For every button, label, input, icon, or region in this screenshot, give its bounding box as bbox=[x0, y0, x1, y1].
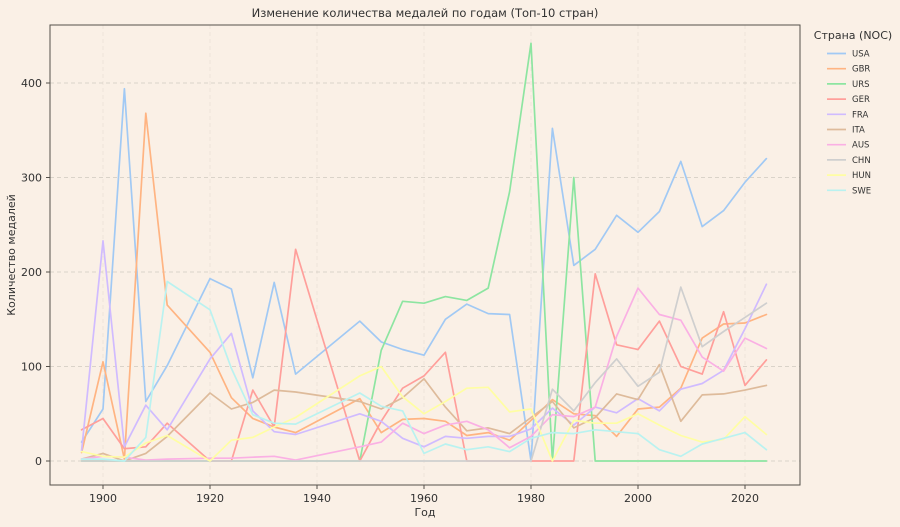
legend-layer: USA GBR URS GER FRA ITA AUS CHN HUN SWE bbox=[827, 50, 871, 196]
x-tick-label-1900: 1900 bbox=[89, 492, 117, 505]
legend-item-SWE: SWE bbox=[827, 186, 871, 196]
series-line-GER bbox=[80, 248, 768, 462]
y-tick-label-300: 300 bbox=[21, 172, 42, 185]
legend-label-ITA: ITA bbox=[852, 126, 865, 136]
ticks-layer: 1900 1920 1940 1960 1980 2000 2020 0 100 200 300 40… bbox=[21, 77, 759, 505]
series-line-CHN bbox=[80, 286, 768, 462]
legend-label-AUS: AUS bbox=[852, 141, 869, 151]
series-line-ITA bbox=[80, 363, 768, 462]
legend-item-CHN: CHN bbox=[827, 156, 871, 166]
x-axis-label: Год bbox=[414, 506, 435, 519]
y-tick-label-0: 0 bbox=[35, 455, 42, 468]
series-line-AUS bbox=[80, 287, 768, 461]
legend-item-HUN: HUN bbox=[827, 171, 871, 181]
series-layer bbox=[80, 42, 768, 462]
grid-layer bbox=[50, 25, 800, 485]
legend-label-USA: USA bbox=[852, 50, 870, 60]
x-tick-label-1980: 1980 bbox=[517, 492, 545, 505]
legend-item-GBR: GBR bbox=[827, 65, 870, 75]
legend-label-URS: URS bbox=[852, 80, 870, 90]
x-tick-label-2000: 2000 bbox=[624, 492, 652, 505]
legend-label-SWE: SWE bbox=[852, 186, 871, 196]
legend-item-FRA: FRA bbox=[827, 110, 868, 120]
legend-item-URS: URS bbox=[827, 80, 870, 90]
legend-item-USA: USA bbox=[827, 50, 870, 60]
x-tick-label-1920: 1920 bbox=[196, 492, 224, 505]
legend-label-GER: GER bbox=[852, 95, 870, 105]
series-line-USA bbox=[80, 87, 768, 462]
legend-label-FRA: FRA bbox=[852, 110, 868, 120]
legend-item-GER: GER bbox=[827, 95, 870, 105]
legend-label-GBR: GBR bbox=[852, 65, 870, 75]
x-tick-label-1940: 1940 bbox=[303, 492, 331, 505]
y-tick-label-400: 400 bbox=[21, 77, 42, 90]
legend-item-AUS: AUS bbox=[827, 141, 869, 151]
series-line-GBR bbox=[80, 112, 768, 460]
legend-label-HUN: HUN bbox=[852, 171, 871, 181]
plot-border bbox=[49, 24, 801, 486]
legend-label-CHN: CHN bbox=[852, 156, 871, 166]
chart-title: Изменение количества медалей по годам (Т… bbox=[252, 6, 599, 20]
x-tick-label-1960: 1960 bbox=[410, 492, 438, 505]
series-line-FRA bbox=[80, 239, 768, 452]
series-line-HUN bbox=[80, 365, 768, 462]
y-axis-label: Количество медалей bbox=[5, 194, 18, 316]
series-line-SWE bbox=[80, 280, 768, 462]
x-tick-label-2020: 2020 bbox=[731, 492, 759, 505]
legend-title: Страна (NOC) bbox=[814, 29, 892, 42]
legend-item-ITA: ITA bbox=[827, 126, 865, 136]
y-tick-label-100: 100 bbox=[21, 361, 42, 374]
y-tick-label-200: 200 bbox=[21, 266, 42, 279]
